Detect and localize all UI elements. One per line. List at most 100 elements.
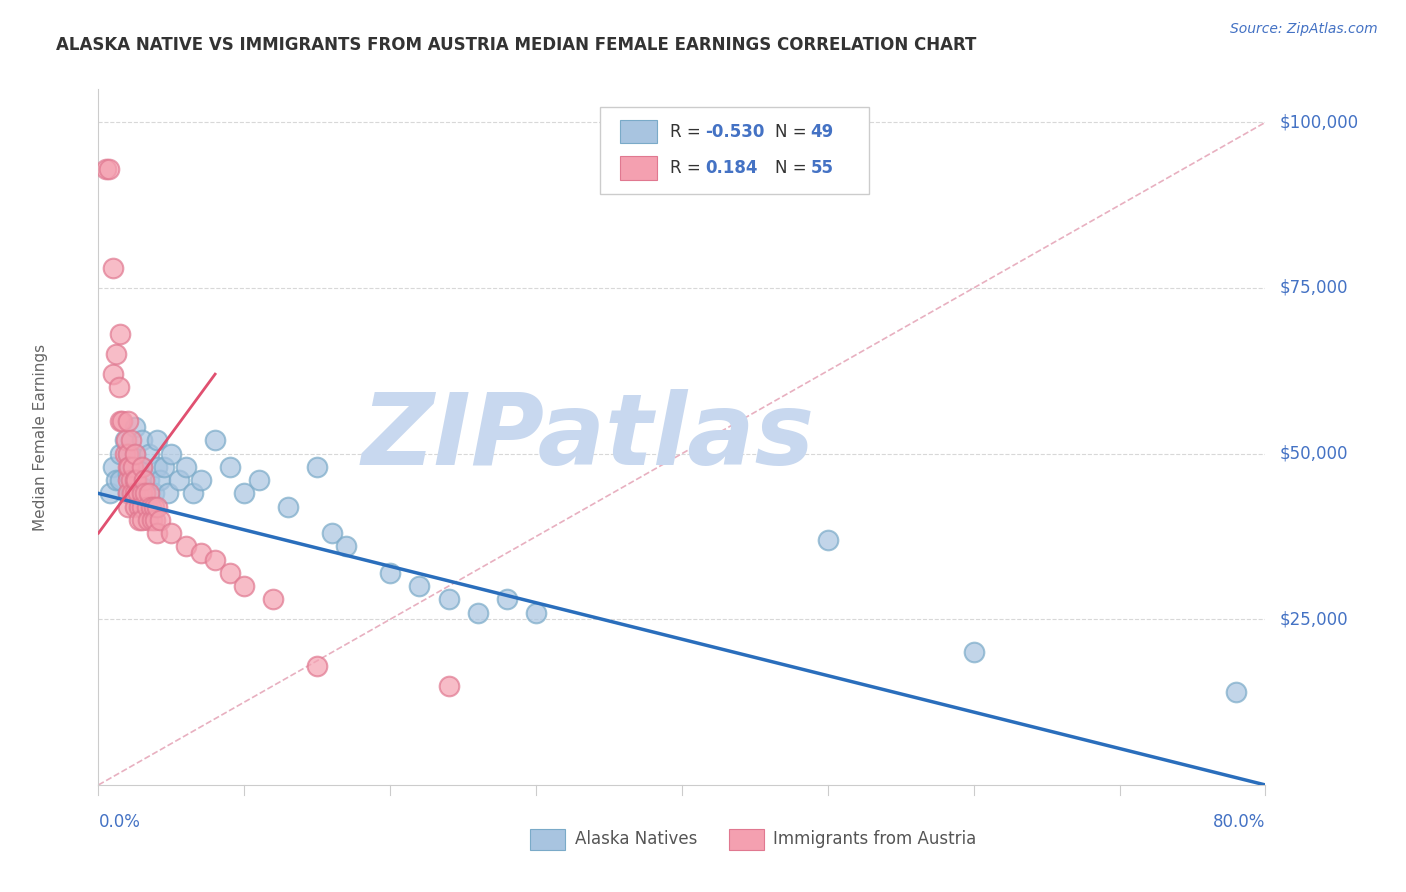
Point: [131, 513, 153, 527]
Point: [181, 486, 204, 500]
Text: Alaska Natives: Alaska Natives: [575, 830, 697, 848]
Point: [132, 473, 155, 487]
Point: [108, 380, 131, 394]
Point: [139, 500, 162, 514]
Point: [190, 546, 212, 560]
Point: [115, 434, 138, 448]
Point: [101, 459, 124, 474]
Point: [1225, 685, 1247, 699]
Point: [110, 447, 132, 461]
Point: [218, 566, 240, 580]
Point: [146, 434, 169, 448]
Point: [496, 592, 519, 607]
Point: [233, 579, 256, 593]
Point: [149, 513, 172, 527]
Point: [131, 500, 153, 514]
Text: N =: N =: [775, 122, 813, 141]
Point: [124, 500, 146, 514]
Point: [141, 513, 163, 527]
Text: 49: 49: [810, 122, 834, 141]
Point: [131, 480, 153, 494]
Point: [204, 552, 226, 566]
Point: [146, 500, 169, 514]
Point: [120, 473, 142, 487]
Text: N =: N =: [775, 159, 813, 177]
Text: $50,000: $50,000: [1279, 444, 1348, 463]
Point: [117, 473, 139, 487]
Point: [437, 679, 460, 693]
Point: [101, 367, 124, 381]
Text: R =: R =: [671, 159, 706, 177]
Point: [167, 473, 190, 487]
Text: 55: 55: [810, 159, 834, 177]
Point: [121, 486, 143, 500]
Point: [117, 447, 139, 461]
Text: $75,000: $75,000: [1279, 279, 1348, 297]
Point: [128, 459, 150, 474]
Text: 0.0%: 0.0%: [98, 813, 141, 830]
Point: [114, 434, 136, 448]
Text: Median Female Earnings: Median Female Earnings: [32, 343, 48, 531]
Point: [335, 540, 357, 554]
Text: R =: R =: [671, 122, 706, 141]
Point: [149, 473, 172, 487]
Point: [136, 513, 159, 527]
Point: [962, 645, 984, 659]
Text: 80.0%: 80.0%: [1213, 813, 1265, 830]
Point: [134, 486, 156, 500]
Point: [117, 467, 139, 481]
Text: $25,000: $25,000: [1279, 610, 1348, 628]
Point: [233, 486, 256, 500]
Point: [104, 347, 127, 361]
Point: [138, 486, 160, 500]
Bar: [620, 156, 658, 179]
Point: [124, 447, 146, 461]
Point: [111, 413, 134, 427]
Point: [120, 459, 142, 474]
Point: [146, 459, 169, 474]
Point: [142, 486, 165, 500]
Point: [117, 486, 139, 500]
Point: [101, 261, 124, 276]
Point: [160, 526, 183, 541]
Point: [153, 459, 176, 474]
Point: [262, 592, 284, 607]
Point: [131, 459, 153, 474]
Point: [131, 459, 153, 474]
Point: [160, 447, 183, 461]
Point: [134, 486, 156, 500]
Point: [307, 459, 329, 474]
Point: [142, 500, 165, 514]
Point: [110, 473, 132, 487]
Text: $100,000: $100,000: [1279, 113, 1358, 131]
Point: [817, 533, 839, 547]
Point: [524, 606, 547, 620]
Point: [118, 459, 141, 474]
Point: [131, 486, 153, 500]
Point: [104, 473, 127, 487]
Point: [131, 434, 153, 448]
Text: 0.184: 0.184: [706, 159, 758, 177]
Point: [117, 459, 139, 474]
Point: [437, 592, 460, 607]
Point: [467, 606, 489, 620]
Point: [277, 500, 299, 514]
Point: [124, 473, 146, 487]
Point: [120, 434, 142, 448]
Point: [120, 486, 142, 500]
Point: [128, 513, 150, 527]
Point: [125, 473, 148, 487]
Point: [110, 413, 132, 427]
Point: [114, 447, 136, 461]
Point: [117, 413, 139, 427]
Point: [157, 486, 180, 500]
Point: [124, 486, 146, 500]
Point: [94, 161, 117, 176]
Point: [117, 500, 139, 514]
Text: Source: ZipAtlas.com: Source: ZipAtlas.com: [1230, 22, 1378, 37]
Point: [135, 500, 157, 514]
Point: [117, 447, 139, 461]
Point: [174, 540, 197, 554]
Text: ZIPatlas: ZIPatlas: [361, 389, 815, 485]
Point: [138, 447, 160, 461]
